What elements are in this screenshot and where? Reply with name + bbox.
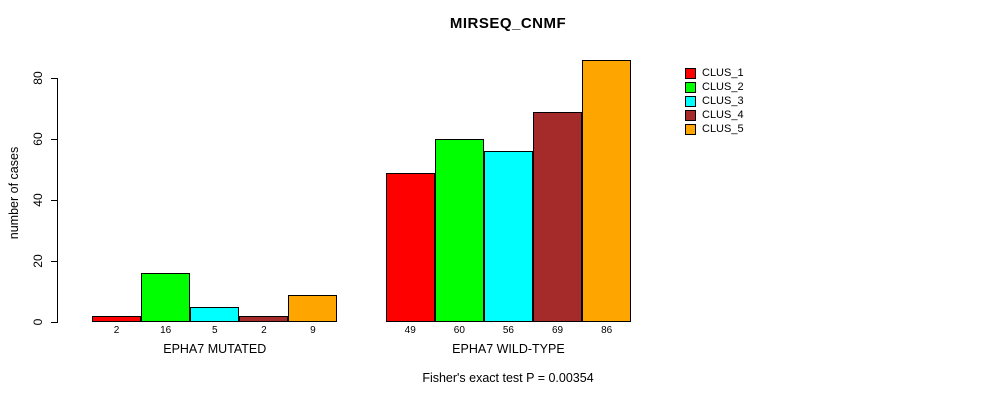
bar-value-label: 9 bbox=[310, 325, 316, 336]
bar-clus-4-epha7-mutated bbox=[239, 316, 289, 322]
chart-title: MIRSEQ_CNMF bbox=[449, 15, 567, 32]
bar-clus-3-epha7-wild-type bbox=[483, 151, 533, 322]
y-tick-label: 40 bbox=[31, 193, 45, 207]
legend-item-clus-4: CLUS_4 bbox=[685, 108, 744, 122]
legend-item-clus-2: CLUS_2 bbox=[685, 80, 744, 94]
y-tick-mark bbox=[51, 322, 57, 323]
bar-value-label: 69 bbox=[551, 325, 564, 336]
y-tick-label: 20 bbox=[31, 254, 45, 268]
bar-clus-1-epha7-wild-type bbox=[385, 173, 435, 322]
y-tick-label: 80 bbox=[31, 71, 45, 85]
legend-swatch-clus-5 bbox=[685, 123, 696, 135]
y-tick-mark bbox=[51, 200, 57, 201]
y-tick-label: 0 bbox=[31, 318, 45, 326]
y-tick-mark bbox=[51, 261, 57, 262]
y-tick-mark bbox=[51, 78, 57, 79]
bar-clus-3-epha7-mutated bbox=[190, 307, 240, 322]
bar-clus-5-epha7-mutated bbox=[288, 295, 338, 322]
legend-swatch-clus-1 bbox=[685, 67, 696, 79]
legend-item-clus-1: CLUS_1 bbox=[685, 66, 744, 80]
legend-swatch-clus-3 bbox=[685, 95, 696, 107]
y-axis-line bbox=[57, 78, 58, 323]
legend-label: CLUS_3 bbox=[702, 94, 744, 107]
legend-label: CLUS_1 bbox=[702, 66, 744, 79]
y-tick-label: 60 bbox=[31, 132, 45, 146]
bar-value-label: 49 bbox=[404, 325, 416, 336]
bar-clus-2-epha7-wild-type bbox=[434, 139, 484, 322]
legend-label: CLUS_5 bbox=[702, 122, 744, 135]
bar-clus-5-epha7-wild-type bbox=[582, 60, 632, 322]
bar-value-label: 86 bbox=[601, 325, 613, 336]
bar-value-label: 5 bbox=[211, 325, 218, 336]
y-axis-label: number of cases bbox=[7, 146, 21, 240]
fisher-test-annotation: Fisher's exact test P = 0.00354 bbox=[422, 371, 594, 385]
bar-value-label: 2 bbox=[261, 325, 267, 336]
bar-value-label: 2 bbox=[113, 325, 120, 336]
legend-swatch-clus-2 bbox=[685, 81, 696, 93]
bar-value-label: 56 bbox=[502, 325, 514, 336]
bar-value-label: 16 bbox=[160, 325, 172, 336]
legend: CLUS_1 CLUS_2 CLUS_3 CLUS_4 CLUS_5 bbox=[685, 66, 744, 136]
bar-clus-4-epha7-wild-type bbox=[533, 112, 583, 322]
legend-item-clus-5: CLUS_5 bbox=[685, 122, 744, 136]
legend-label: CLUS_4 bbox=[702, 108, 744, 121]
group-label-epha7-wild-type: EPHA7 WILD-TYPE bbox=[452, 342, 565, 356]
legend-item-clus-3: CLUS_3 bbox=[685, 94, 744, 108]
y-tick-mark bbox=[51, 139, 57, 140]
legend-swatch-clus-4 bbox=[685, 109, 696, 121]
bar-value-label: 60 bbox=[453, 325, 465, 336]
bar-clus-1-epha7-mutated bbox=[92, 316, 142, 322]
group-label-epha7-mutated: EPHA7 MUTATED bbox=[163, 342, 267, 356]
bar-clus-2-epha7-mutated bbox=[141, 273, 191, 322]
legend-label: CLUS_2 bbox=[702, 80, 744, 93]
